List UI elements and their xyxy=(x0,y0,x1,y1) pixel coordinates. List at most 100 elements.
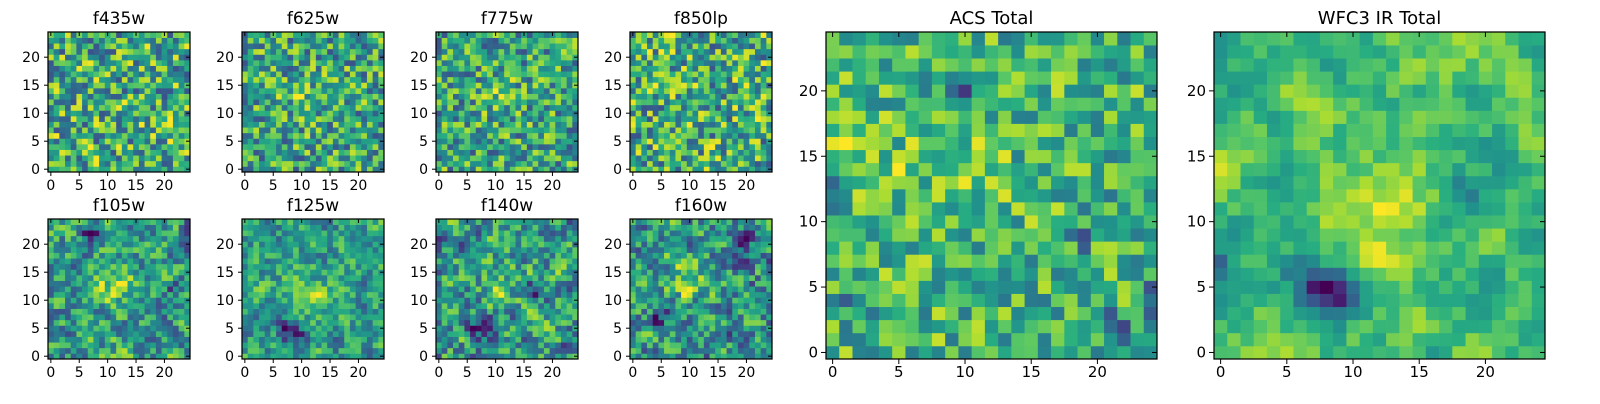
heatmap-cell xyxy=(675,82,681,88)
heatmap-cell xyxy=(732,155,738,161)
heatmap-cell xyxy=(93,320,99,326)
heatmap-cell xyxy=(110,309,116,315)
heatmap-cell xyxy=(122,269,128,275)
heatmap-cell xyxy=(373,269,379,275)
heatmap-cell xyxy=(453,122,459,128)
heatmap-cell xyxy=(749,292,755,298)
heatmap-cell xyxy=(276,122,282,128)
heatmap-cell xyxy=(339,281,345,287)
heatmap-cell xyxy=(692,269,698,275)
heatmap-cell xyxy=(744,309,750,315)
heatmap-cell xyxy=(476,161,482,167)
heatmap-cell xyxy=(339,94,345,100)
heatmap-cell xyxy=(533,144,539,150)
heatmap-cell xyxy=(304,331,310,337)
heatmap-cell xyxy=(732,43,738,49)
heatmap-cell xyxy=(265,297,271,303)
heatmap-cell xyxy=(470,331,476,337)
heatmap-cell xyxy=(71,348,77,354)
heatmap-cell xyxy=(253,247,259,253)
heatmap-cell xyxy=(59,342,65,348)
heatmap-cell xyxy=(527,77,533,83)
heatmap-cell xyxy=(367,325,373,331)
heatmap-cell xyxy=(504,342,510,348)
heatmap-cell xyxy=(162,110,168,116)
heatmap-cell xyxy=(248,144,254,150)
heatmap-cell xyxy=(647,60,653,66)
heatmap-cell xyxy=(561,144,567,150)
heatmap-cell xyxy=(504,32,510,38)
heatmap-cell xyxy=(481,348,487,354)
heatmap-cell xyxy=(664,297,670,303)
heatmap-cell xyxy=(527,253,533,259)
heatmap-cell xyxy=(567,110,573,116)
heatmap-cell xyxy=(93,258,99,264)
heatmap-cell xyxy=(658,297,664,303)
heatmap-cell xyxy=(704,269,710,275)
heatmap-cell xyxy=(493,225,499,231)
heatmap-cell xyxy=(339,230,345,236)
heatmap-cell xyxy=(282,144,288,150)
heatmap-cell xyxy=(265,258,271,264)
heatmap-cell xyxy=(561,155,567,161)
heatmap-cell xyxy=(356,71,362,77)
heatmap-cell xyxy=(481,43,487,49)
heatmap-cell xyxy=(82,241,88,247)
heatmap-cell xyxy=(128,331,134,337)
heatmap-cell xyxy=(82,77,88,83)
heatmap-cell xyxy=(493,286,499,292)
heatmap-cell xyxy=(327,264,333,270)
heatmap-cell xyxy=(459,122,465,128)
heatmap-cell xyxy=(436,116,442,122)
heatmap-cell xyxy=(248,230,254,236)
heatmap-cell xyxy=(110,71,116,77)
heatmap-cell xyxy=(636,94,642,100)
heatmap-cell xyxy=(65,116,71,122)
heatmap-cell xyxy=(299,88,305,94)
heatmap-cell xyxy=(361,241,367,247)
heatmap-cell xyxy=(453,269,459,275)
heatmap-cell xyxy=(116,32,122,38)
heatmap-cell xyxy=(538,105,544,111)
heatmap-cell xyxy=(510,286,516,292)
heatmap-cell xyxy=(99,297,105,303)
heatmap-cell xyxy=(173,264,179,270)
heatmap-cell xyxy=(498,342,504,348)
heatmap-cell xyxy=(71,314,77,320)
heatmap-cell xyxy=(48,38,54,44)
heatmap-cell xyxy=(65,325,71,331)
heatmap-cell xyxy=(128,150,134,156)
heatmap-cell xyxy=(436,66,442,72)
heatmap-cell xyxy=(139,342,145,348)
heatmap-cell xyxy=(544,325,550,331)
heatmap-cell xyxy=(698,297,704,303)
heatmap-cell xyxy=(350,236,356,242)
heatmap-cell xyxy=(322,105,328,111)
heatmap-cell xyxy=(504,236,510,242)
heatmap-cell xyxy=(162,49,168,55)
heatmap-cell xyxy=(533,43,539,49)
heatmap-cell xyxy=(304,60,310,66)
heatmap-cell xyxy=(630,331,636,337)
heatmap-cell xyxy=(333,269,339,275)
heatmap-cell xyxy=(65,236,71,242)
heatmap-cell xyxy=(755,303,761,309)
heatmap-cell xyxy=(761,88,767,94)
heatmap-cell xyxy=(727,161,733,167)
heatmap-cell xyxy=(316,94,322,100)
heatmap-cell xyxy=(48,342,54,348)
heatmap-cell xyxy=(350,77,356,83)
heatmap-cell xyxy=(167,49,173,55)
heatmap-cell xyxy=(105,71,111,77)
heatmap-cell xyxy=(664,281,670,287)
heatmap-cell xyxy=(259,258,265,264)
heatmap-cell xyxy=(287,133,293,139)
heatmap-cell xyxy=(755,77,761,83)
heatmap-cell xyxy=(162,325,168,331)
heatmap-cell xyxy=(510,66,516,72)
heatmap-cell xyxy=(139,32,145,38)
heatmap-cell xyxy=(276,337,282,343)
heatmap-cell xyxy=(259,297,265,303)
heatmap-cell xyxy=(373,219,379,225)
heatmap-cell xyxy=(316,286,322,292)
